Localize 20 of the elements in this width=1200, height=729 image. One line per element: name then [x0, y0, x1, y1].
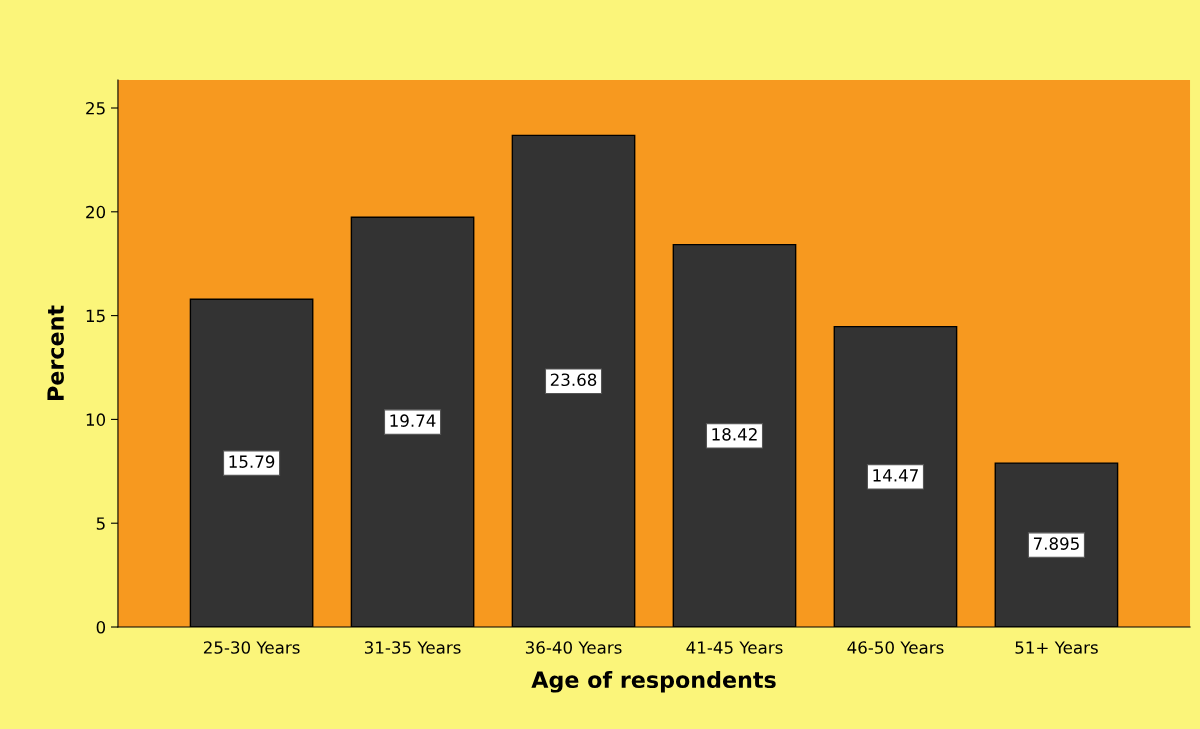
data-label: 15.79: [229, 455, 275, 468]
data-label: 14.47: [873, 469, 918, 482]
y-tick-label: 5: [96, 517, 105, 530]
y-axis-title: Percent: [47, 305, 64, 400]
x-tick-label: 51+ Years: [1015, 641, 1098, 654]
data-label: 19.74: [390, 414, 436, 427]
x-tick-label: 31-35 Years: [364, 641, 461, 654]
data-label: 18.42: [712, 428, 757, 441]
x-axis-title: Age of respondents: [531, 670, 776, 693]
y-tick-label: 25: [86, 101, 105, 115]
y-tick-label: 20: [86, 205, 106, 219]
data-label: 7.895: [1033, 537, 1079, 550]
y-tick-label: 10: [86, 413, 106, 426]
y-tick-label: 0: [96, 620, 106, 634]
x-tick-label: 41-45 Years: [686, 641, 783, 654]
x-tick-label: 46-50 Years: [847, 641, 944, 654]
x-tick-label: 25-30 Years: [203, 641, 300, 654]
y-tick-label: 15: [86, 309, 105, 323]
data-label: 23.68: [550, 373, 597, 387]
x-tick-label: 36-40 Years: [525, 641, 622, 654]
